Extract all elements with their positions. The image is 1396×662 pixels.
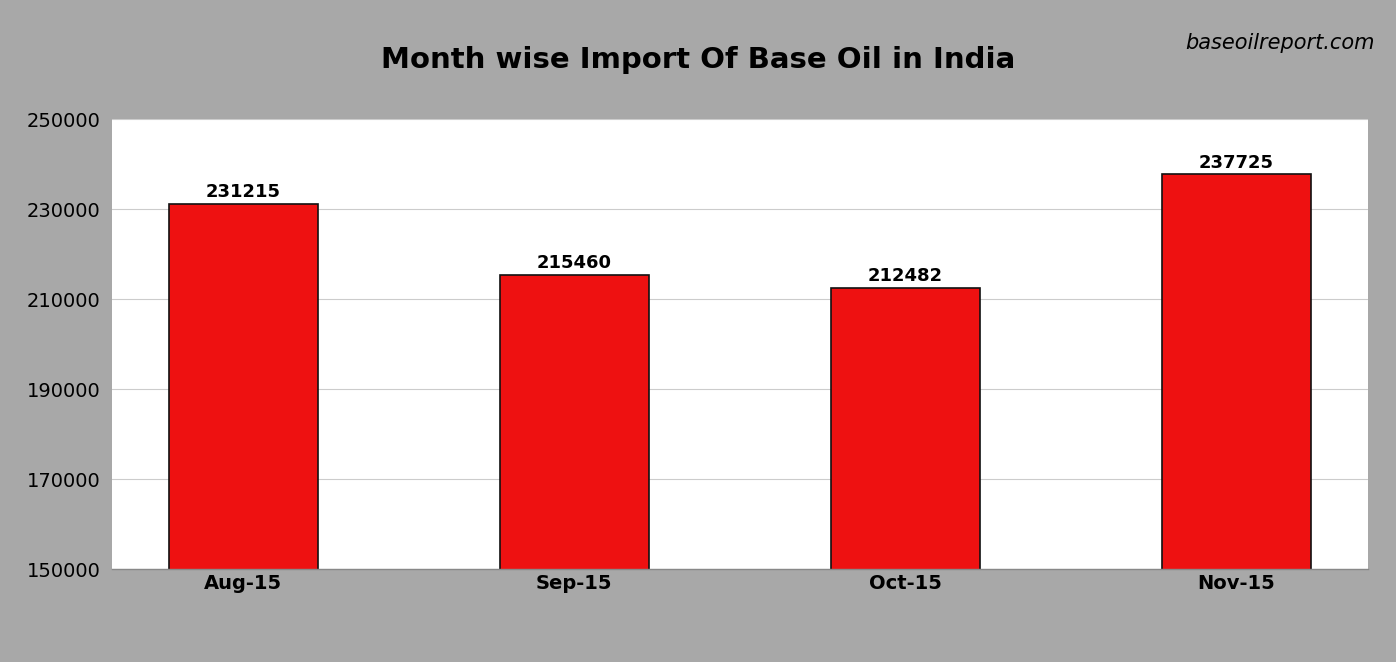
Bar — [1161, 174, 1311, 662]
Text: 212482: 212482 — [868, 267, 942, 285]
Text: baseoilreport.com: baseoilreport.com — [1185, 33, 1375, 53]
Text: 237725: 237725 — [1199, 154, 1275, 171]
Bar — [831, 288, 980, 662]
Bar — [169, 204, 318, 662]
Text: Month wise Import Of Base Oil in India: Month wise Import Of Base Oil in India — [381, 46, 1015, 74]
Text: 215460: 215460 — [537, 254, 611, 272]
Text: 231215: 231215 — [205, 183, 281, 201]
Bar — [500, 275, 649, 662]
